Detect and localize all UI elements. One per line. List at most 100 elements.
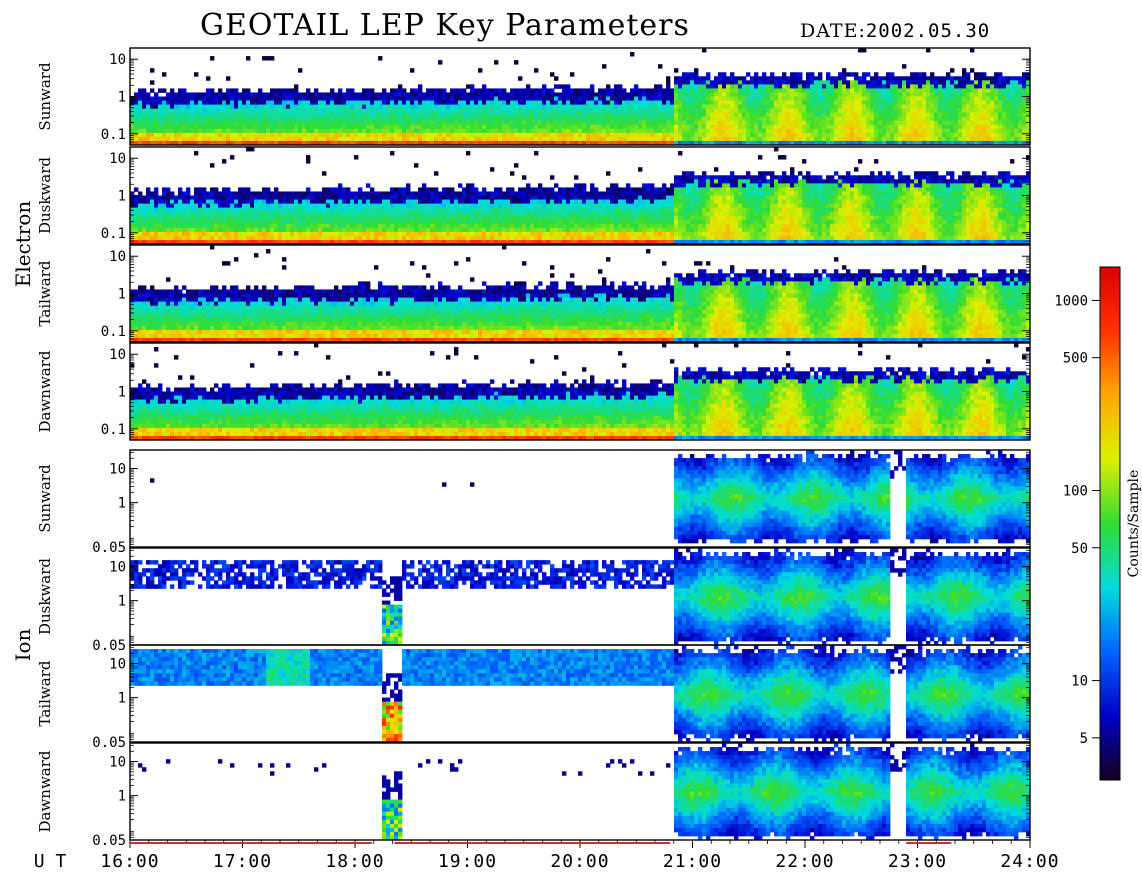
spectrogram-cell (370, 109, 374, 113)
spectrogram-cell (142, 113, 146, 117)
spectrogram-cell (894, 80, 898, 84)
spectrogram-cell (402, 204, 406, 208)
spectrogram-cell (318, 137, 322, 141)
spectrogram-cell (218, 208, 222, 212)
spectrogram-cell (650, 117, 654, 121)
spectrogram-cell (670, 137, 674, 141)
spectrogram-cell (270, 196, 274, 200)
spectrogram-cell (262, 208, 266, 212)
spectrogram-cell (434, 97, 438, 101)
spectrogram-cell (466, 151, 470, 155)
spectrogram-cell (638, 92, 642, 96)
spectrogram-cell (366, 212, 370, 216)
spectrogram-cell (354, 212, 358, 216)
spectrogram-cell (654, 101, 658, 105)
spectrogram-cell (418, 208, 422, 212)
spectrogram-cell (278, 196, 282, 200)
spectrogram-cell (406, 228, 410, 232)
spectrogram-cell (214, 101, 218, 105)
spectrogram-cell (618, 101, 622, 105)
spectrogram-cell (942, 92, 946, 96)
spectrogram-cell (862, 109, 866, 113)
spectrogram-cell (166, 117, 170, 121)
spectrogram-cell (346, 216, 350, 220)
spectrogram-cell (534, 88, 538, 92)
spectrogram-cell (770, 101, 774, 105)
spectrogram-cell (834, 125, 838, 129)
spectrogram-cell (346, 224, 350, 228)
spectrogram-cell (450, 133, 454, 137)
spectrogram-cell (682, 88, 686, 92)
spectrogram-cell (722, 109, 726, 113)
spectrogram-cell (634, 133, 638, 137)
spectrogram-cell (274, 196, 278, 200)
spectrogram-cell (270, 121, 274, 125)
spectrogram-cell (302, 133, 306, 137)
spectrogram-cell (202, 216, 206, 220)
spectrogram-cell (1010, 113, 1014, 117)
spectrogram-cell (514, 228, 518, 232)
spectrogram-cell (270, 232, 274, 236)
spectrogram-cell (778, 92, 782, 96)
spectrogram-cell (502, 137, 506, 141)
spectrogram-cell (734, 117, 738, 121)
spectrogram-cell (850, 117, 854, 121)
spectrogram-cell (362, 232, 366, 236)
spectrogram-cell (986, 84, 990, 88)
spectrogram-cell (554, 92, 558, 96)
spectrogram-cell (586, 121, 590, 125)
spectrogram-cell (506, 191, 510, 195)
spectrogram-cell (406, 133, 410, 137)
spectrogram-cell (318, 97, 322, 101)
spectrogram-cell (442, 216, 446, 220)
spectrogram-cell (970, 92, 974, 96)
spectrogram-cell (398, 204, 402, 208)
spectrogram-cell (702, 84, 706, 88)
spectrogram-cell (434, 109, 438, 113)
spectrogram-cell (954, 105, 958, 109)
spectrogram-cell (678, 121, 682, 125)
spectrogram-cell (670, 97, 674, 101)
spectrogram-cell (398, 121, 402, 125)
spectrogram-cell (450, 224, 454, 228)
spectrogram-cell (346, 92, 350, 96)
spectrogram-cell (518, 125, 522, 129)
spectrogram-cell (442, 212, 446, 216)
spectrogram-cell (310, 204, 314, 208)
spectrogram-cell (1014, 101, 1018, 105)
spectrogram-cell (542, 228, 546, 232)
spectrogram-cell (418, 236, 422, 240)
spectrogram-cell (182, 137, 186, 141)
spectrogram-cell (786, 121, 790, 125)
spectrogram-cell (954, 97, 958, 101)
spectrogram-cell (750, 109, 754, 113)
spectrogram-cell (978, 105, 982, 109)
spectrogram-cell (430, 220, 434, 224)
spectrogram-cell (574, 105, 578, 109)
spectrogram-cell (710, 101, 714, 105)
spectrogram-cell (502, 133, 506, 137)
spectrogram-cell (770, 113, 774, 117)
spectrogram-cell (686, 76, 690, 80)
spectrogram-cell (914, 101, 918, 105)
spectrogram-cell (258, 228, 262, 232)
spectrogram-cell (850, 80, 854, 84)
spectrogram-cell (334, 191, 338, 195)
spectrogram-cell (150, 68, 154, 72)
spectrogram-cell (402, 101, 406, 105)
spectrogram-cell (350, 236, 354, 240)
spectrogram-cell (542, 125, 546, 129)
spectrogram-cell (498, 212, 502, 216)
spectrogram-cell (382, 133, 386, 137)
spectrogram-cell (442, 121, 446, 125)
spectrogram-cell (882, 80, 886, 84)
spectrogram-cell (786, 84, 790, 88)
spectrogram-cell (810, 80, 814, 84)
spectrogram-cell (446, 191, 450, 195)
spectrogram-cell (474, 109, 478, 113)
spectrogram-cell (206, 224, 210, 228)
spectrogram-cell (770, 109, 774, 113)
spectrogram-cell (758, 80, 762, 84)
spectrogram-cell (614, 113, 618, 117)
spectrogram-cell (570, 72, 574, 76)
